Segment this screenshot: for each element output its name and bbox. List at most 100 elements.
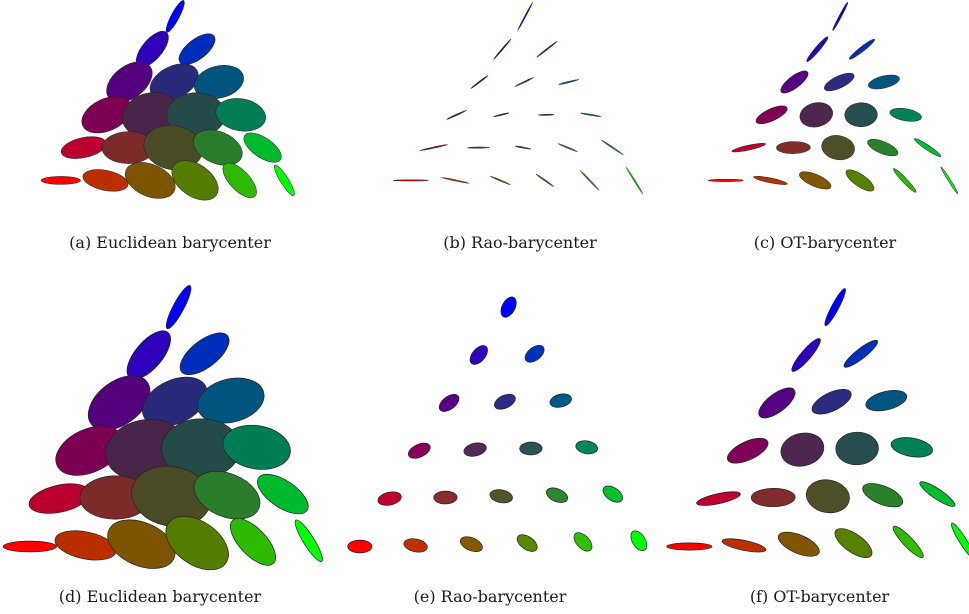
ellipse-mark: [777, 531, 820, 557]
panel-c-plot: [707, 2, 959, 195]
panel-f-plot: [666, 288, 969, 560]
ellipse-mark: [87, 375, 151, 431]
ellipse-mark: [489, 175, 511, 186]
ellipse-mark: [546, 487, 568, 503]
ellipse-mark: [463, 442, 487, 457]
panel-e-plot: [347, 296, 648, 554]
ellipse-mark: [832, 2, 849, 31]
ellipse-mark: [696, 491, 741, 506]
ellipse-mark: [951, 522, 969, 560]
ellipse-mark: [446, 109, 467, 120]
ellipse-mark: [731, 142, 766, 153]
ellipse-mark: [514, 77, 535, 87]
ellipse-mark: [165, 0, 185, 33]
ellipse-mark: [824, 288, 846, 327]
ellipse-mark: [82, 169, 129, 192]
ellipse-mark: [193, 65, 244, 99]
ellipse-mark: [347, 539, 373, 554]
panel-c: [705, 0, 965, 205]
ellipse-mark: [517, 2, 533, 31]
ellipse-mark: [721, 538, 767, 553]
ellipse-mark: [179, 332, 230, 376]
ellipse-mark: [750, 487, 796, 508]
ellipse-mark: [868, 74, 900, 90]
ellipse-mark: [753, 175, 788, 185]
ellipse-mark: [821, 135, 855, 161]
ellipse-mark: [165, 516, 229, 571]
ellipse-mark: [274, 164, 295, 197]
ellipse-mark: [602, 485, 623, 503]
ellipse-mark: [535, 173, 555, 187]
ellipse-mark: [758, 387, 796, 419]
ellipse-mark: [549, 393, 572, 408]
ellipse-mark: [558, 79, 580, 85]
ellipse-mark: [799, 171, 832, 190]
ellipse-mark: [799, 102, 833, 128]
ellipse-mark: [193, 470, 261, 520]
ellipse-mark: [407, 442, 431, 459]
ellipse-mark: [494, 393, 516, 410]
ellipse-mark: [601, 139, 624, 156]
panel-d-plot: [2, 285, 323, 571]
panel-b: [390, 0, 650, 205]
panel-e: [335, 290, 648, 575]
ellipse-mark: [940, 166, 959, 195]
ellipse-mark: [519, 441, 543, 456]
ellipse-mark: [178, 33, 216, 65]
ellipse-mark: [835, 431, 879, 466]
ellipse-mark: [537, 113, 555, 116]
ellipse-mark: [844, 102, 878, 128]
ellipse-mark: [515, 145, 532, 150]
ellipse-mark: [707, 178, 744, 182]
ellipse-mark: [889, 108, 922, 122]
ellipse-mark: [243, 132, 282, 163]
ellipse-mark: [500, 296, 517, 318]
ellipse-mark: [780, 432, 825, 467]
ellipse-mark: [755, 105, 788, 125]
ellipse-mark: [222, 162, 257, 199]
panel-d: [2, 285, 323, 575]
ellipse-mark: [630, 530, 648, 552]
ellipse-mark: [489, 489, 513, 504]
ellipse-mark: [215, 98, 266, 132]
ellipse-mark: [780, 70, 809, 94]
caption-a: (a) Euclidean barycenter: [69, 233, 271, 252]
ellipse-mark: [516, 534, 538, 552]
ellipse-mark: [806, 479, 850, 514]
ellipse-mark: [142, 376, 208, 427]
ellipse-mark: [469, 345, 488, 365]
ellipse-mark: [893, 168, 917, 193]
ellipse-mark: [843, 339, 878, 368]
ellipse-mark: [824, 72, 855, 92]
caption-b: (b) Rao-barycenter: [443, 233, 597, 252]
ellipse-mark: [441, 177, 470, 184]
ellipse-mark: [867, 139, 899, 157]
ellipse-mark: [222, 424, 291, 470]
ellipse-mark: [524, 345, 545, 363]
panel-b-plot: [392, 2, 644, 195]
panel-a: [40, 0, 300, 205]
caption-e: (e) Rao-barycenter: [413, 587, 567, 606]
ellipse-mark: [257, 473, 309, 515]
caption-d: (d) Euclidean barycenter: [58, 587, 262, 606]
ellipse-mark: [433, 490, 458, 505]
ellipse-mark: [493, 38, 512, 60]
ellipse-mark: [557, 143, 578, 152]
ellipse-mark: [919, 481, 956, 507]
ellipse-mark: [536, 40, 558, 58]
ellipse-mark: [811, 388, 852, 415]
ellipse-mark: [580, 112, 602, 117]
ellipse-mark: [40, 176, 81, 185]
ellipse-mark: [865, 389, 908, 412]
ellipse-mark: [460, 536, 483, 553]
ellipse-mark: [575, 440, 598, 455]
ellipse-mark: [467, 146, 490, 149]
ellipse-mark: [171, 160, 219, 201]
ellipse-mark: [892, 525, 924, 559]
ellipse-mark: [60, 136, 107, 159]
ellipse-mark: [196, 377, 265, 424]
ellipse-mark: [470, 75, 489, 89]
ellipse-mark: [625, 166, 644, 195]
ellipse-mark: [193, 129, 243, 166]
